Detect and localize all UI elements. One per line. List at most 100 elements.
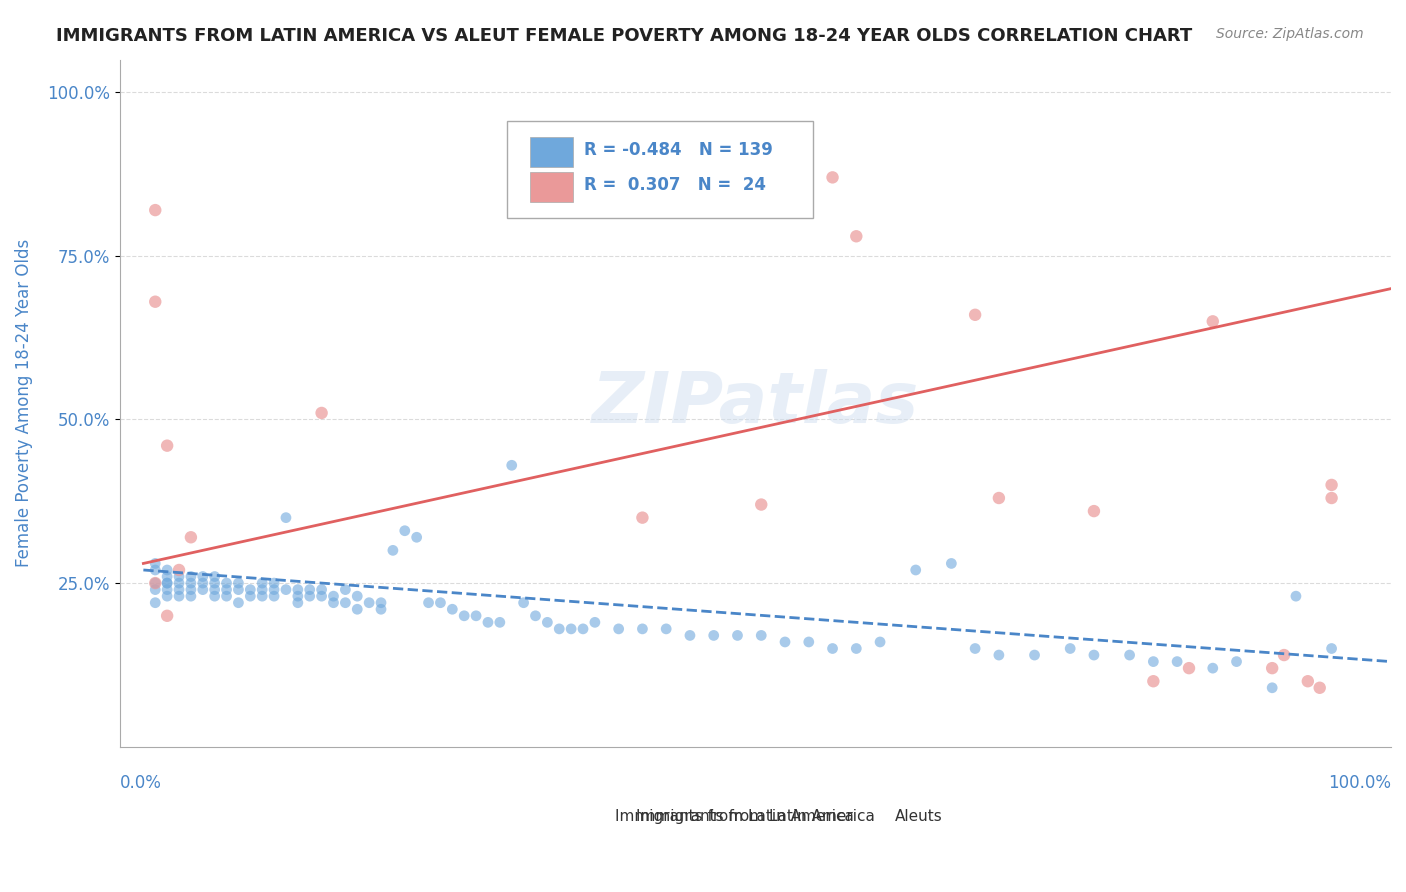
Point — [239, 582, 262, 597]
Point — [298, 589, 321, 603]
Text: IMMIGRANTS FROM LATIN AMERICA VS ALEUT FEMALE POVERTY AMONG 18-24 YEAR OLDS CORR: IMMIGRANTS FROM LATIN AMERICA VS ALEUT F… — [56, 27, 1192, 45]
Point — [703, 628, 725, 642]
Point — [180, 582, 202, 597]
Point — [322, 589, 344, 603]
Text: R = -0.484   N = 139: R = -0.484 N = 139 — [583, 141, 772, 160]
Point — [548, 622, 571, 636]
Point — [228, 582, 250, 597]
Point — [167, 569, 190, 583]
Point — [274, 510, 297, 524]
Point — [250, 576, 273, 591]
Point — [156, 576, 179, 591]
Point — [143, 563, 166, 577]
Point — [560, 622, 582, 636]
FancyBboxPatch shape — [848, 797, 884, 820]
Point — [311, 406, 333, 420]
FancyBboxPatch shape — [530, 137, 574, 168]
Text: 100.0%: 100.0% — [1329, 774, 1391, 792]
Point — [263, 589, 285, 603]
Point — [143, 294, 166, 309]
Point — [381, 543, 404, 558]
Text: Immigrants from Latin America: Immigrants from Latin America — [616, 808, 855, 823]
Point — [1166, 655, 1188, 669]
Point — [1142, 655, 1164, 669]
Point — [143, 582, 166, 597]
Point — [441, 602, 464, 616]
Point — [359, 596, 381, 610]
Point — [941, 557, 963, 571]
Point — [215, 582, 238, 597]
Point — [631, 622, 654, 636]
Point — [250, 589, 273, 603]
Point — [156, 589, 179, 603]
Point — [167, 563, 190, 577]
Point — [1202, 661, 1225, 675]
Point — [167, 582, 190, 597]
Point — [156, 569, 179, 583]
Point — [250, 582, 273, 597]
Text: Immigrants from Latin America: Immigrants from Latin America — [636, 808, 875, 823]
Point — [501, 458, 523, 473]
Point — [180, 569, 202, 583]
Point — [1118, 648, 1140, 662]
Point — [1320, 491, 1343, 505]
Point — [394, 524, 416, 538]
Point — [1059, 641, 1081, 656]
Point — [418, 596, 440, 610]
Point — [524, 608, 547, 623]
Point — [346, 602, 368, 616]
Point — [1296, 674, 1319, 689]
Point — [1272, 648, 1295, 662]
Text: 0.0%: 0.0% — [120, 774, 162, 792]
Text: Aleuts: Aleuts — [896, 808, 943, 823]
Point — [1285, 589, 1308, 603]
Point — [679, 628, 702, 642]
FancyBboxPatch shape — [530, 171, 574, 202]
Point — [749, 498, 772, 512]
Point — [156, 439, 179, 453]
Point — [631, 510, 654, 524]
FancyBboxPatch shape — [568, 797, 605, 820]
Point — [228, 596, 250, 610]
Point — [156, 563, 179, 577]
Point — [167, 589, 190, 603]
Point — [204, 582, 226, 597]
Point — [965, 641, 987, 656]
Point — [749, 628, 772, 642]
Point — [335, 582, 357, 597]
Point — [1142, 674, 1164, 689]
Point — [1320, 641, 1343, 656]
FancyBboxPatch shape — [508, 121, 813, 218]
Point — [191, 582, 214, 597]
Point — [1320, 478, 1343, 492]
Point — [263, 582, 285, 597]
Point — [335, 596, 357, 610]
Point — [167, 576, 190, 591]
Point — [346, 589, 368, 603]
Point — [869, 635, 891, 649]
Point — [180, 530, 202, 544]
Point — [204, 589, 226, 603]
Point — [987, 491, 1010, 505]
Point — [298, 582, 321, 597]
Point — [845, 641, 868, 656]
Point — [228, 576, 250, 591]
Point — [215, 576, 238, 591]
Point — [1225, 655, 1247, 669]
Point — [583, 615, 606, 630]
Point — [987, 648, 1010, 662]
Point — [204, 569, 226, 583]
Point — [1261, 661, 1284, 675]
Point — [773, 635, 796, 649]
Text: Source: ZipAtlas.com: Source: ZipAtlas.com — [1216, 27, 1364, 41]
Point — [845, 229, 868, 244]
Point — [453, 608, 475, 623]
Point — [180, 589, 202, 603]
Point — [1083, 504, 1105, 518]
Point — [655, 622, 678, 636]
Point — [727, 628, 749, 642]
Point — [370, 596, 392, 610]
Point — [311, 582, 333, 597]
Point — [572, 622, 595, 636]
Point — [143, 576, 166, 591]
